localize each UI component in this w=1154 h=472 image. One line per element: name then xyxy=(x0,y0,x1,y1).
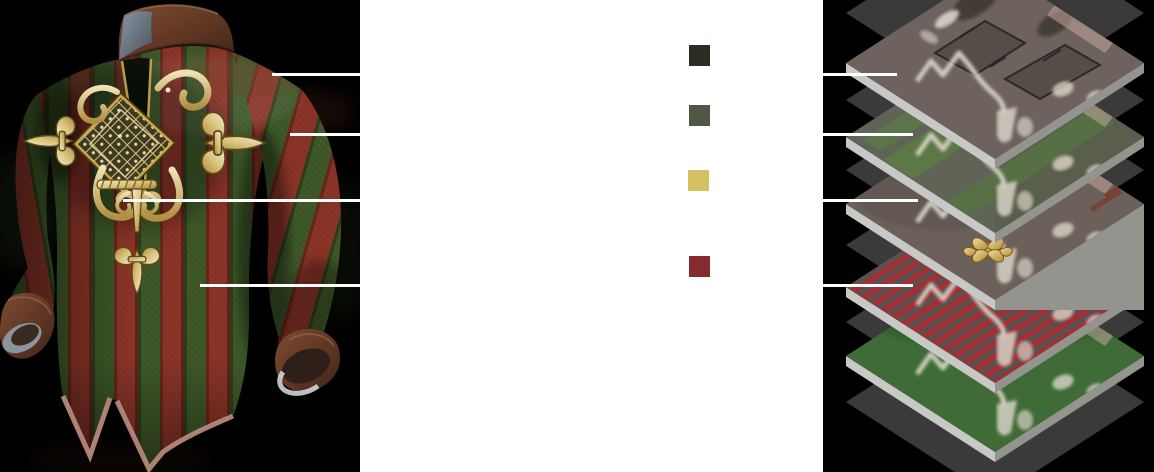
callout-line-2 xyxy=(290,133,913,136)
hem-trim xyxy=(60,394,235,472)
dye-swatch-2[interactable] xyxy=(689,105,710,126)
dye-swatch-3[interactable] xyxy=(688,170,709,191)
gold-ornament xyxy=(963,237,1013,263)
texture-layer-1 xyxy=(846,0,1144,169)
callout-line-1 xyxy=(272,73,897,76)
dye-swatch-4[interactable] xyxy=(689,256,710,277)
callout-line-3 xyxy=(123,199,918,202)
callout-line-4 xyxy=(200,284,913,287)
collar xyxy=(118,4,235,63)
right-cuff xyxy=(275,329,341,396)
dye-swatch-1[interactable] xyxy=(689,45,710,66)
texture-stack-panel xyxy=(823,0,1154,472)
garment-preview-panel xyxy=(0,0,360,472)
left-cuff xyxy=(0,292,55,359)
garment-render xyxy=(0,4,360,472)
texture-stack xyxy=(846,0,1144,472)
gold-emblem xyxy=(23,58,266,295)
